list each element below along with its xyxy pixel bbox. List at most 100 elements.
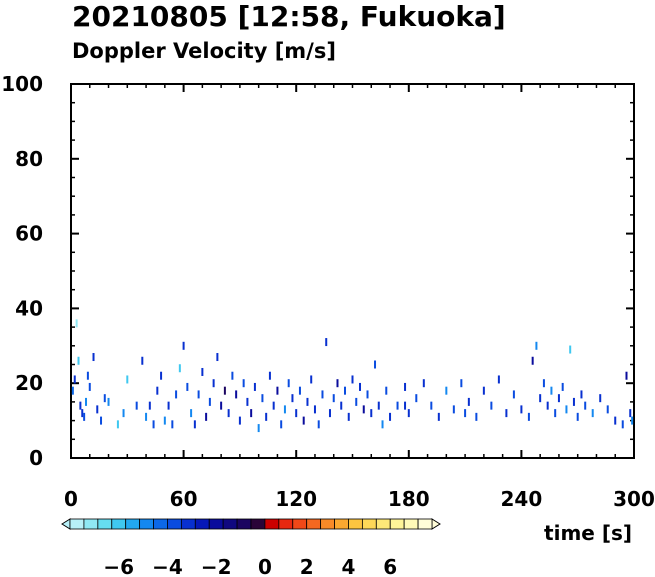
data-point	[227, 409, 230, 418]
x-tick-label: 180	[388, 487, 430, 511]
data-point	[351, 375, 354, 384]
data-point	[182, 341, 185, 350]
x-axis-label: time [s]	[544, 521, 632, 545]
x-tick-label: 240	[501, 487, 543, 511]
data-point	[171, 420, 174, 429]
data-point	[404, 382, 407, 391]
colorbar-swatch	[250, 518, 266, 530]
data-point	[86, 371, 89, 380]
colorbar-swatch	[334, 518, 349, 530]
data-point	[482, 386, 485, 395]
data-point	[212, 379, 215, 388]
colorbar-ticks: −6 −4 −2 0 2 4 6	[103, 555, 397, 577]
data-point	[404, 401, 407, 410]
y-tick-label: 20	[15, 371, 43, 395]
colorbar-swatch	[320, 518, 335, 530]
data-point	[73, 375, 76, 384]
data-point	[377, 401, 380, 410]
colorbar-swatch	[111, 518, 127, 530]
colorbar-swatch	[180, 518, 196, 530]
data-point	[385, 386, 388, 395]
data-point	[231, 371, 234, 380]
y-tick-label: 100	[1, 72, 43, 96]
colorbar-swatch	[292, 518, 308, 530]
plot-area	[70, 83, 635, 459]
colorbar-tick-label: −6	[103, 555, 134, 577]
data-point	[381, 420, 384, 429]
data-point	[250, 409, 253, 418]
data-point	[302, 416, 305, 425]
x-axis: 0 60 120 180 240 300	[64, 84, 655, 511]
colorbar-tick-label: −2	[201, 555, 232, 577]
colorbar-swatch	[403, 518, 419, 530]
data-point	[464, 409, 467, 418]
colorbar-tick-label: −4	[152, 555, 183, 577]
data-point	[313, 405, 316, 414]
data-point	[276, 386, 279, 395]
data-point	[512, 390, 515, 399]
data-point	[88, 382, 91, 391]
colorbar-arrow-left	[61, 518, 71, 530]
data-point	[467, 397, 470, 406]
data-point	[445, 386, 448, 395]
colorbar-swatch	[375, 518, 391, 530]
data-point	[614, 416, 617, 425]
data-point	[542, 379, 545, 388]
data-point	[452, 405, 455, 414]
data-point	[332, 394, 335, 403]
data-point	[167, 401, 170, 410]
data-point	[343, 386, 346, 395]
data-point	[310, 375, 313, 384]
data-point	[336, 379, 339, 388]
data-point	[340, 401, 343, 410]
data-point	[201, 367, 204, 376]
data-point	[539, 394, 542, 403]
data-point	[116, 420, 119, 429]
colorbar	[61, 518, 441, 530]
data-marks	[71, 319, 634, 433]
colorbar-swatch	[264, 518, 280, 530]
colorbar-swatch	[348, 518, 363, 530]
data-point	[79, 401, 82, 410]
chart-subtitle: Doppler Velocity [m/s]	[72, 39, 336, 63]
data-point	[374, 360, 377, 369]
colorbar-swatch	[153, 518, 168, 530]
data-point	[321, 390, 324, 399]
colorbar-tick-label: 6	[383, 555, 397, 577]
data-point	[287, 379, 290, 388]
data-point	[160, 371, 163, 380]
data-point	[100, 416, 103, 425]
data-point	[550, 386, 553, 395]
data-point	[505, 409, 508, 418]
colorbar-arrow-right	[431, 518, 441, 530]
data-point	[561, 382, 564, 391]
data-point	[460, 379, 463, 388]
data-point	[437, 412, 440, 421]
data-point	[396, 401, 399, 410]
data-point	[156, 386, 159, 395]
data-point	[569, 345, 572, 354]
data-point	[475, 412, 478, 421]
colorbar-tick-label: 2	[300, 555, 314, 577]
data-point	[527, 412, 530, 421]
data-point	[253, 382, 256, 391]
x-tick-label: 300	[613, 487, 655, 511]
data-point	[520, 405, 523, 414]
colorbar-swatch	[83, 518, 99, 530]
data-point	[75, 319, 78, 328]
data-point	[178, 364, 181, 373]
data-point	[238, 416, 241, 425]
y-axis: 0 20 40 60 80 100	[1, 72, 634, 470]
data-point	[306, 397, 309, 406]
data-point	[355, 397, 358, 406]
data-point	[216, 353, 219, 362]
data-point	[298, 386, 301, 395]
data-point	[554, 409, 557, 418]
data-point	[535, 341, 538, 350]
data-point	[422, 379, 425, 388]
colorbar-swatch	[69, 518, 85, 530]
colorbar-swatch	[194, 518, 210, 530]
data-point	[291, 394, 294, 403]
data-point	[152, 420, 155, 429]
colorbar-swatch	[306, 518, 322, 530]
